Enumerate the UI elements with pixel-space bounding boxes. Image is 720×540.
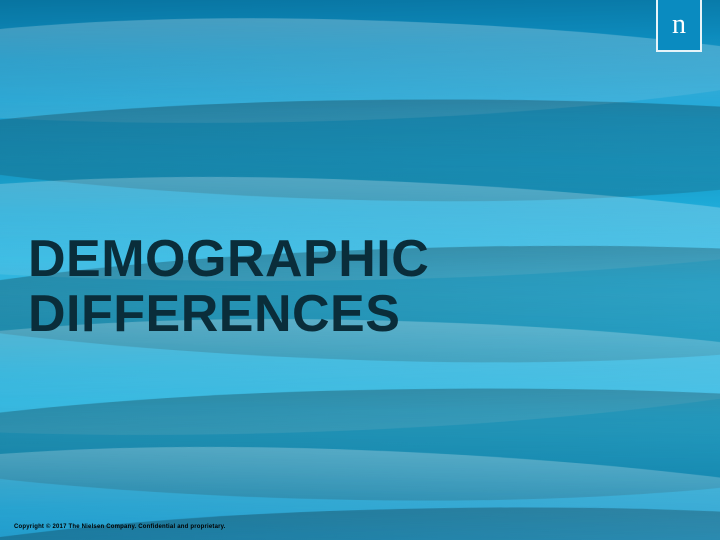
copyright-text: Copyright © 2017 The Nielsen Company. Co… — [14, 524, 226, 530]
slide-title: DEMOGRAPHIC DIFFERENCES — [28, 232, 429, 341]
brand-logo-letter: n — [672, 11, 686, 39]
brand-logo-box: n — [656, 0, 702, 52]
slide: n DEMOGRAPHIC DIFFERENCES Copyright © 20… — [0, 0, 720, 540]
